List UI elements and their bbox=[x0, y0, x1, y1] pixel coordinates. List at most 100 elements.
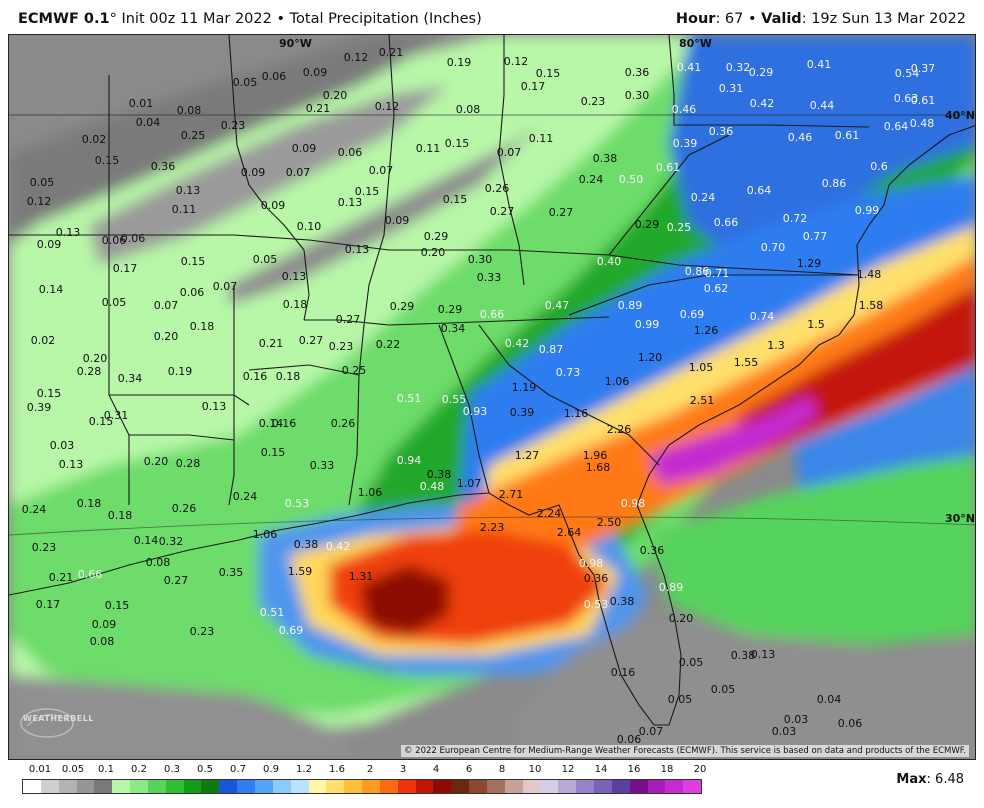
precip-value: 0.38 bbox=[730, 649, 756, 662]
precip-value: 0.07 bbox=[496, 146, 522, 159]
precip-value: 0.89 bbox=[658, 581, 684, 594]
precip-value: 0.08 bbox=[145, 556, 171, 569]
precip-value: 0.16 bbox=[242, 370, 268, 383]
legend-tick-label: 3 bbox=[399, 764, 407, 775]
precip-value: 1.96 bbox=[582, 449, 608, 462]
precip-value: 1.06 bbox=[252, 528, 278, 541]
precip-value: 0.27 bbox=[335, 313, 361, 326]
precip-value: 0.46 bbox=[671, 103, 697, 116]
precip-value: 0.14 bbox=[133, 534, 159, 547]
precip-value: 0.25 bbox=[341, 364, 367, 377]
precip-value: 0.99 bbox=[634, 318, 660, 331]
precip-value: 0.06 bbox=[120, 232, 146, 245]
legend-colorbar bbox=[22, 779, 702, 794]
precip-value: 0.24 bbox=[578, 173, 604, 186]
precip-value: 0.31 bbox=[718, 82, 744, 95]
legend-color-swatch bbox=[130, 780, 148, 793]
precip-value: 0.20 bbox=[153, 330, 179, 343]
precip-value: 0.73 bbox=[555, 366, 581, 379]
precip-value: 0.26 bbox=[484, 182, 510, 195]
precip-value: 0.09 bbox=[384, 214, 410, 227]
precip-value: 0.07 bbox=[638, 725, 664, 738]
precip-value: 0.36 bbox=[639, 544, 665, 557]
legend-color-swatch bbox=[272, 780, 291, 793]
precip-value: 0.15 bbox=[94, 154, 120, 167]
precip-value: 0.55 bbox=[441, 393, 467, 406]
legend-color-swatch bbox=[76, 780, 95, 793]
precip-value: 1.07 bbox=[456, 477, 482, 490]
precip-value: 0.05 bbox=[710, 683, 736, 696]
precip-value: 0.15 bbox=[260, 446, 286, 459]
precip-value: 0.07 bbox=[153, 299, 179, 312]
precip-value: 0.38 bbox=[426, 468, 452, 481]
precip-value: 0.66 bbox=[479, 308, 505, 321]
max-label: Max bbox=[896, 772, 927, 787]
legend-color-swatch bbox=[522, 780, 541, 793]
precip-value: 0.15 bbox=[442, 193, 468, 206]
precip-value: 0.06 bbox=[179, 286, 205, 299]
legend-color-swatch bbox=[237, 780, 255, 793]
precip-value: 0.17 bbox=[112, 262, 138, 275]
precip-value: 0.61 bbox=[910, 94, 936, 107]
precip-value: 0.19 bbox=[167, 365, 193, 378]
legend-color-swatch bbox=[290, 780, 309, 793]
precip-value: 0.32 bbox=[725, 61, 751, 74]
precip-value: 0.09 bbox=[91, 618, 117, 631]
precip-value: 2.24 bbox=[536, 507, 562, 520]
legend-color-swatch bbox=[576, 780, 594, 793]
precip-value: 0.93 bbox=[462, 405, 488, 418]
precip-value: 0.30 bbox=[467, 253, 493, 266]
legend-color-swatch bbox=[611, 780, 630, 793]
precip-value: 0.26 bbox=[330, 417, 356, 430]
precip-value: 2.26 bbox=[606, 423, 632, 436]
logo-text: WEATHERBELL bbox=[23, 714, 94, 723]
legend-color-swatch bbox=[558, 780, 577, 793]
precip-value: 0.70 bbox=[760, 241, 786, 254]
precip-value: 0.31 bbox=[103, 409, 129, 422]
legend-tick-label: 12 bbox=[561, 764, 575, 775]
model-name: ECMWF 0.1 bbox=[18, 11, 110, 27]
degree-symbol: ° bbox=[109, 11, 117, 27]
weatherbell-logo bbox=[20, 708, 74, 738]
precip-value: 0.20 bbox=[420, 246, 446, 259]
valid-label: Valid bbox=[761, 11, 802, 27]
legend-tick-label: 4 bbox=[432, 764, 440, 775]
precip-value: 1.68 bbox=[585, 461, 611, 474]
precip-value: 1.26 bbox=[693, 324, 719, 337]
precip-value: 0.27 bbox=[548, 206, 574, 219]
legend-color-swatch bbox=[540, 780, 559, 793]
precip-value: 1.29 bbox=[796, 257, 822, 270]
legend-tick-label: 0.5 bbox=[197, 764, 213, 775]
valid-time: Hour: 67 • Valid: 19z Sun 13 Mar 2022 bbox=[676, 11, 966, 27]
precip-value: 1.3 bbox=[767, 339, 785, 352]
precip-value: 0.06 bbox=[101, 234, 127, 247]
precip-value: 0.13 bbox=[281, 270, 307, 283]
precip-value: 0.02 bbox=[81, 133, 107, 146]
precip-value: 0.29 bbox=[423, 230, 449, 243]
precip-value: 0.50 bbox=[618, 173, 644, 186]
precip-value: 0.33 bbox=[476, 271, 502, 284]
precip-value: 0.46 bbox=[787, 131, 813, 144]
precip-value: 0.32 bbox=[158, 535, 184, 548]
legend-color-swatch bbox=[326, 780, 345, 793]
legend-tick-label: 0.05 bbox=[61, 764, 85, 775]
precip-value: 0.98 bbox=[620, 497, 646, 510]
precip-value: 1.16 bbox=[563, 407, 589, 420]
precip-value: 0.18 bbox=[282, 298, 308, 311]
legend-tick-label: 1.6 bbox=[329, 764, 345, 775]
precip-value: 0.37 bbox=[910, 62, 936, 75]
precip-value: 0.24 bbox=[232, 490, 258, 503]
precip-value: 0.20 bbox=[82, 352, 108, 365]
precip-value: 0.86 bbox=[684, 265, 710, 278]
precip-value: 1.58 bbox=[858, 299, 884, 312]
precip-value: 0.99 bbox=[854, 204, 880, 217]
latitude-label-30n: 30°N bbox=[945, 512, 976, 525]
precip-value: 0.38 bbox=[293, 538, 319, 551]
legend-tick-label: 8 bbox=[498, 764, 506, 775]
precip-value: 0.98 bbox=[578, 557, 604, 570]
precip-value: 0.12 bbox=[503, 55, 529, 68]
precip-value: 0.27 bbox=[298, 334, 324, 347]
precip-value: 0.38 bbox=[592, 152, 618, 165]
longitude-label-90w: 90°W bbox=[279, 37, 312, 50]
precip-value: 0.39 bbox=[509, 406, 535, 419]
